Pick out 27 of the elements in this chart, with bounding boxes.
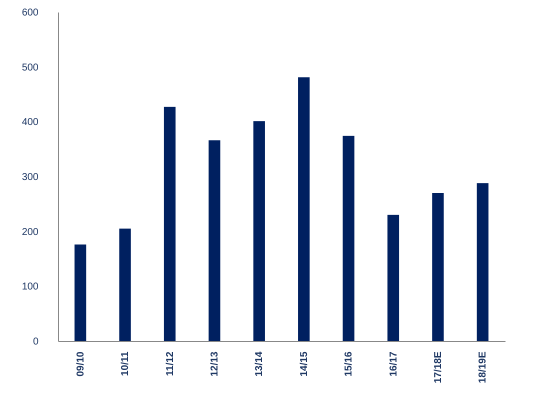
x-tick-label: 10/11 <box>120 351 132 376</box>
x-tick-label: 15/16 <box>344 351 355 377</box>
y-tick-label: 200 <box>22 226 39 238</box>
x-tick-label: 09/10 <box>75 351 86 377</box>
y-tick-label: 500 <box>22 62 39 74</box>
bar <box>342 136 354 341</box>
x-tick-label: 13/14 <box>254 351 266 377</box>
y-tick-label: 0 <box>32 336 39 348</box>
x-tick-label: 17/18E <box>432 351 444 384</box>
y-tick-label: 100 <box>22 282 39 293</box>
y-tick-label: 600 <box>22 8 39 18</box>
bar <box>387 214 400 341</box>
x-tick-label: 14/15 <box>298 351 310 377</box>
x-tick-label: 16/17 <box>388 351 400 377</box>
bar <box>74 244 86 341</box>
x-tick-label: 18/19E <box>478 351 489 384</box>
bar <box>476 183 488 341</box>
x-tick-label: 12/13 <box>209 351 220 377</box>
bar <box>208 140 220 341</box>
bar <box>253 121 265 341</box>
bar <box>432 192 444 341</box>
x-tick-label: 11/12 <box>164 351 176 376</box>
bar <box>298 77 310 341</box>
y-tick-label: 300 <box>22 172 39 183</box>
y-tick-label: 400 <box>22 117 39 128</box>
bar <box>164 106 176 341</box>
bar <box>119 228 131 341</box>
